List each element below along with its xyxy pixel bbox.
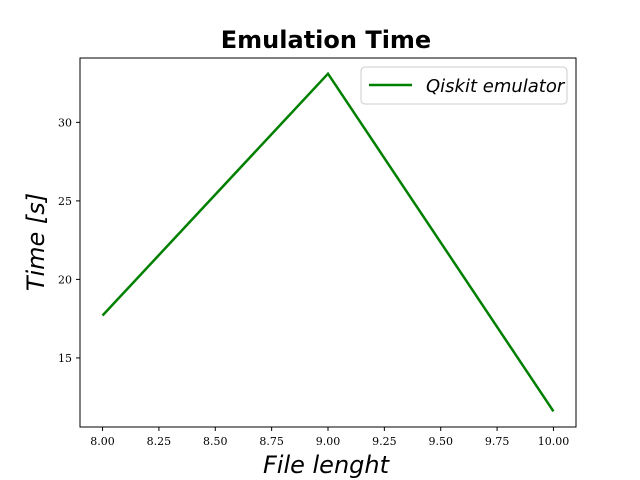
legend: Qiskit emulator bbox=[360, 66, 568, 105]
series-layer bbox=[101, 71, 555, 412]
y-axis: 15 20 25 30 bbox=[58, 116, 80, 365]
y-axis-label: Time [s] bbox=[22, 193, 50, 291]
chart-title: Emulation Time bbox=[221, 26, 431, 54]
x-tick-label: 9.25 bbox=[372, 435, 397, 448]
x-tick-label: 8.75 bbox=[259, 435, 284, 448]
y-tick-label: 15 bbox=[58, 352, 72, 365]
x-axis: 8.00 8.25 8.50 8.75 9.00 9.25 9.50 9.75 10.00 bbox=[90, 427, 569, 448]
x-tick-label: 8.50 bbox=[203, 435, 228, 448]
y-tick-label: 20 bbox=[58, 273, 72, 286]
legend-label-qiskit-emulator: Qiskit emulator bbox=[426, 76, 566, 97]
x-tick-label: 10.00 bbox=[538, 435, 570, 448]
x-tick-label: 9.00 bbox=[316, 435, 341, 448]
plot-layer bbox=[79, 57, 577, 428]
x-tick-label: 9.50 bbox=[428, 435, 453, 448]
x-axis-label: File lenght bbox=[263, 451, 391, 479]
series-line-qiskit-emulator bbox=[101, 71, 555, 412]
y-tick-label: 30 bbox=[58, 116, 72, 129]
x-tick-label: 9.75 bbox=[485, 435, 510, 448]
x-tick-label: 8.25 bbox=[147, 435, 172, 448]
y-tick-label: 25 bbox=[58, 195, 72, 208]
legend-box bbox=[360, 66, 568, 105]
x-tick-label: 8.00 bbox=[90, 435, 115, 448]
plot-frame bbox=[79, 57, 577, 428]
